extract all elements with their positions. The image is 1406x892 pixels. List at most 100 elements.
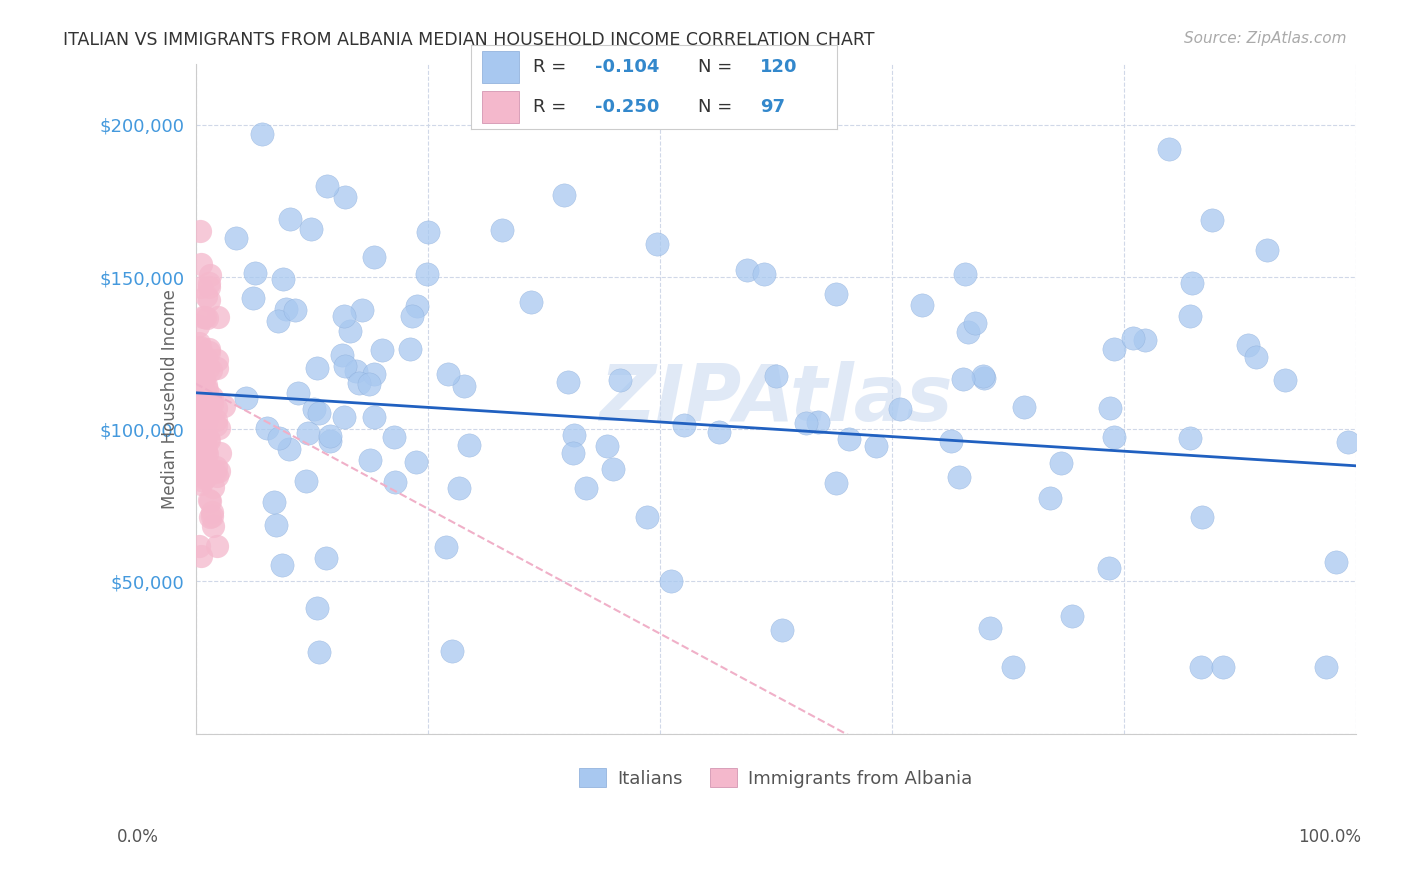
Point [297,425,319,440]
Text: R =: R = [533,58,572,76]
Point [1212,659,1234,673]
Point [318,429,340,443]
Point [609,373,631,387]
Point [190,257,212,271]
Point [752,267,775,281]
Point [191,448,214,462]
Point [235,391,257,405]
Y-axis label: Median Household Income: Median Household Income [160,289,179,508]
Point [370,343,392,357]
Point [191,384,214,399]
Point [194,450,217,464]
Point [188,224,211,238]
Point [204,413,226,427]
Point [333,410,356,425]
Point [416,225,439,239]
Point [195,351,218,365]
Point [384,475,406,490]
Point [838,433,860,447]
Point [807,415,830,429]
Point [398,343,420,357]
Point [707,425,730,439]
Point [344,364,367,378]
Point [267,314,290,328]
Point [193,368,215,383]
Point [195,407,218,421]
Legend: Italians, Immigrants from Albania: Italians, Immigrants from Albania [572,761,979,795]
Point [188,464,211,478]
Point [1337,435,1360,450]
Point [1189,659,1212,673]
Point [201,505,224,519]
Point [1181,277,1204,291]
Point [190,280,212,294]
Point [1012,400,1035,414]
Point [673,417,696,432]
Point [295,474,318,488]
Point [1102,430,1125,444]
Point [194,310,217,325]
Point [194,429,217,443]
Point [207,464,229,478]
Point [302,401,325,416]
Point [287,385,309,400]
Point [401,309,423,323]
Point [256,421,278,435]
Point [200,397,222,411]
Point [357,377,380,392]
Point [197,432,219,446]
Point [1122,331,1144,345]
Point [195,443,218,458]
Point [1324,555,1347,569]
Point [198,293,221,307]
Point [190,384,212,399]
Point [242,291,264,305]
Point [1237,338,1260,352]
Point [250,127,273,141]
Point [359,453,381,467]
Point [198,394,221,409]
Point [188,366,211,380]
Point [198,492,221,507]
Point [363,409,385,424]
Point [659,574,682,588]
Point [198,433,221,447]
Point [911,298,934,312]
Point [575,481,598,495]
Point [205,459,228,474]
Point [330,348,353,362]
Point [187,412,209,426]
Point [200,363,222,377]
Point [453,379,475,393]
Point [965,316,987,330]
Point [1098,561,1121,575]
Point [415,267,437,281]
Point [197,342,219,356]
Text: 120: 120 [759,58,797,76]
Point [194,415,217,429]
Text: N =: N = [697,58,738,76]
Point [194,467,217,482]
Text: ZIPAtlas: ZIPAtlas [599,361,952,437]
Point [333,310,356,324]
Point [188,404,211,418]
Point [602,462,624,476]
Point [263,495,285,509]
Point [1102,342,1125,356]
Point [865,439,887,453]
Text: R =: R = [533,98,572,116]
Point [1244,350,1267,364]
Point [190,409,212,424]
Point [191,393,214,408]
Point [212,400,235,414]
Point [188,335,211,350]
Point [187,540,209,554]
Point [316,178,339,193]
Point [447,481,470,495]
Point [191,370,214,384]
Point [1050,456,1073,470]
Point [735,263,758,277]
Point [318,434,340,448]
Point [1002,659,1025,673]
Point [1178,431,1201,445]
